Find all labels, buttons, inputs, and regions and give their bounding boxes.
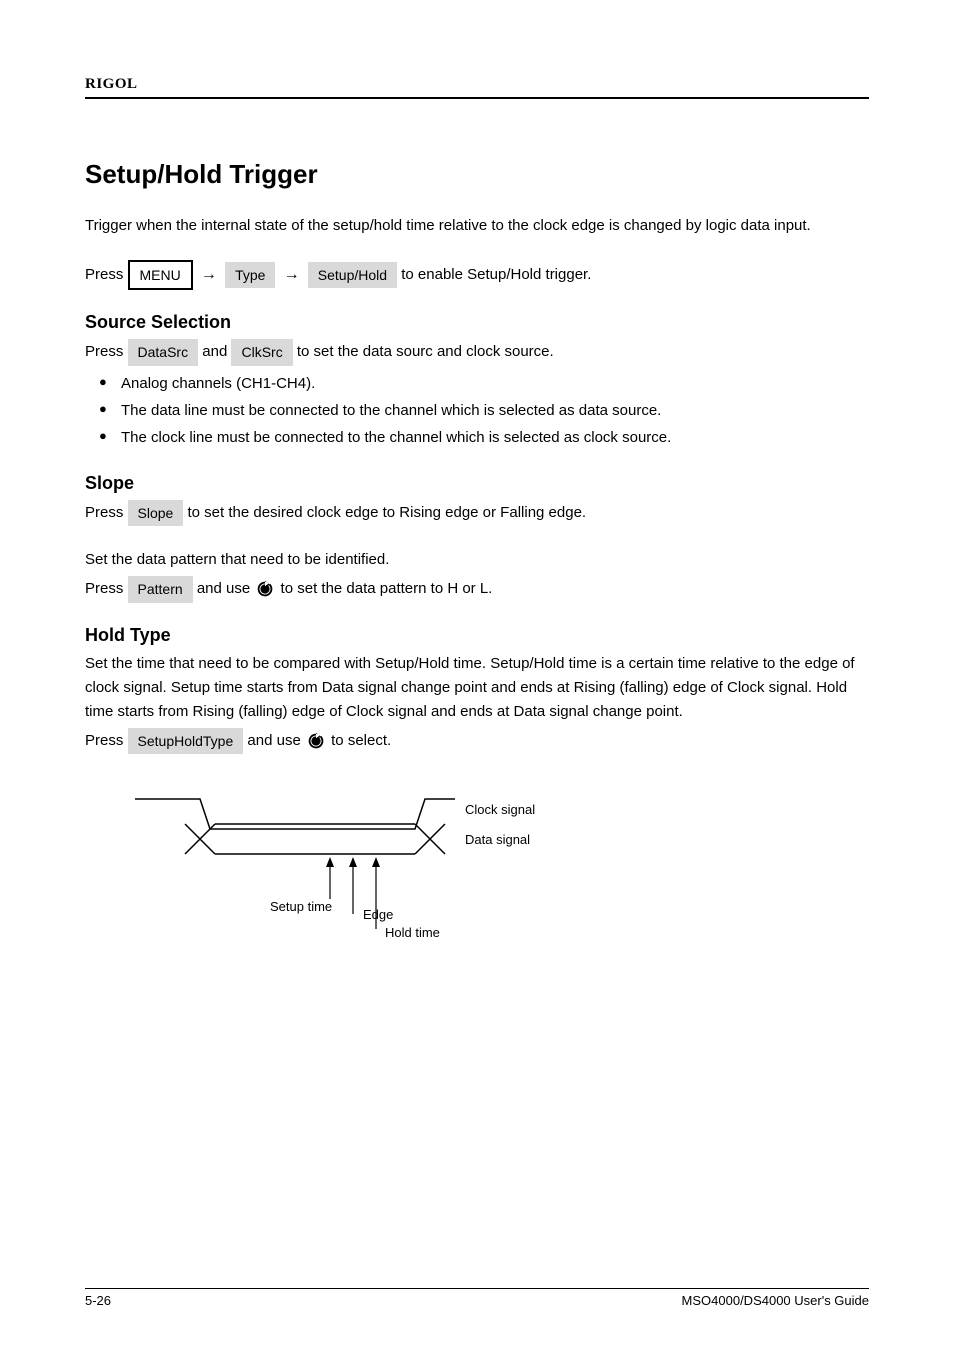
pattern-section: Set the data pattern that need to be ide… (85, 548, 869, 602)
knob-icon (254, 578, 276, 600)
type-softkey-ref: Type (225, 262, 275, 288)
slope-softkey-ref: Slope (128, 500, 184, 526)
slope-suffix: to set the desired clock edge to Rising … (188, 504, 587, 521)
arrow-icon: → (201, 266, 217, 283)
pattern-line1: Set the data pattern that need to be ide… (85, 548, 869, 572)
setup-softkey-ref: Setup/Hold (308, 262, 397, 288)
holdtype-title: Hold Type (85, 625, 869, 646)
slope-prefix: Press (85, 504, 128, 521)
timing-diagram: Clock signal Data signal Setup time Edge… (115, 779, 869, 964)
page-footer: 5-26 MSO4000/DS4000 User's Guide (85, 1288, 869, 1308)
holdtype-mid: and use (247, 732, 305, 749)
source-bullets: Analog channels (CH1-CH4). The data line… (85, 370, 869, 451)
clock-label: Clock signal (465, 802, 535, 817)
press-line: Press MENU → Type → Setup/Hold to enable… (85, 260, 869, 290)
slope-section: Slope Press Slope to set the desired clo… (85, 473, 869, 526)
intro-text: Trigger when the internal state of the s… (85, 214, 869, 238)
holdtype-prefix: Press (85, 732, 128, 749)
list-item: The data line must be connected to the c… (121, 397, 869, 424)
intro-block: Trigger when the internal state of the s… (85, 214, 869, 238)
src-mid: and (202, 344, 231, 361)
clksrc-softkey-ref: ClkSrc (231, 339, 292, 365)
pattern-line2: Press Pattern and use to set the data pa… (85, 576, 869, 602)
source-section: Source Selection Press DataSrc and ClkSr… (85, 312, 869, 450)
knob-icon (305, 730, 327, 752)
doc-title: MSO4000/DS4000 User's Guide (682, 1293, 869, 1308)
press-suffix: to enable Setup/Hold trigger. (401, 266, 591, 283)
source-inline: Press DataSrc and ClkSrc to set the data… (85, 339, 869, 365)
slope-title: Slope (85, 473, 869, 494)
setupholdtype-softkey-ref: SetupHoldType (128, 728, 244, 754)
src-suffix: to set the data sourc and clock source. (297, 344, 554, 361)
edge-label: Edge (363, 907, 393, 922)
data-label: Data signal (465, 832, 530, 847)
press-line-block: Press MENU → Type → Setup/Hold to enable… (85, 260, 869, 290)
pattern-prefix: Press (85, 580, 128, 597)
holdtype-line2: Press SetupHoldType and use to select. (85, 728, 869, 754)
list-item: The clock line must be connected to the … (121, 424, 869, 451)
datasrc-softkey-ref: DataSrc (128, 339, 199, 365)
menu-button-ref: MENU (128, 260, 193, 290)
list-item: Analog channels (CH1-CH4). (121, 370, 869, 397)
page-title: Setup/Hold Trigger (85, 159, 869, 190)
pattern-suffix: to set the data pattern to H or L. (281, 580, 493, 597)
timing-svg: Clock signal Data signal Setup time Edge… (115, 779, 545, 959)
arrow-icon: → (284, 266, 300, 283)
holdtype-section: Hold Type Set the time that need to be c… (85, 625, 869, 754)
setup-time-label: Setup time (270, 899, 332, 914)
pattern-softkey-ref: Pattern (128, 576, 193, 602)
slope-line: Press Slope to set the desired clock edg… (85, 500, 869, 526)
holdtype-suffix: to select. (331, 732, 391, 749)
page-number: 5-26 (85, 1293, 111, 1308)
hold-time-label: Hold time (385, 925, 440, 940)
holdtype-line1: Set the time that need to be compared wi… (85, 652, 869, 724)
press-prefix: Press (85, 266, 128, 283)
pattern-mid: and use (197, 580, 255, 597)
src-prefix: Press (85, 344, 128, 361)
page-header: RIGOL (85, 75, 869, 99)
source-title: Source Selection (85, 312, 869, 333)
brand-label: RIGOL (85, 76, 138, 92)
